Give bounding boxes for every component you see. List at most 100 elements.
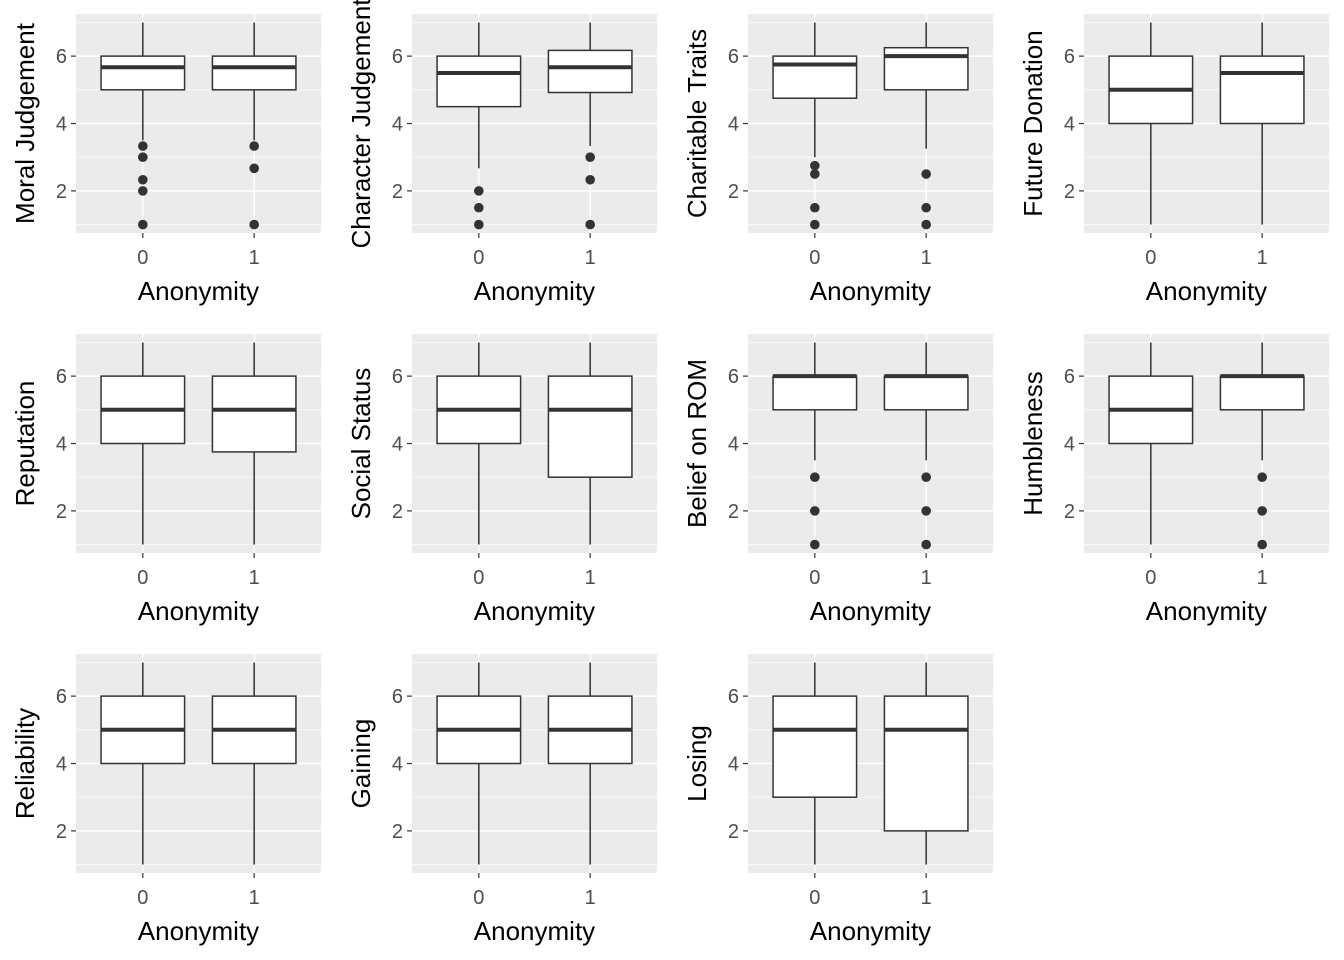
iqr-box	[772, 375, 858, 411]
y-axis-title: Belief on ROM	[682, 359, 712, 528]
x-tick-label: 0	[809, 567, 820, 589]
x-tick-label: 1	[585, 567, 596, 589]
y-tick-label: 6	[728, 366, 739, 388]
y-axis-title: Character Judgement	[346, 0, 376, 249]
outlier-point	[249, 163, 259, 174]
x-tick-label: 1	[249, 887, 260, 909]
outlier-point	[474, 186, 484, 196]
outlier-point	[138, 141, 148, 151]
y-axis-title: Humbleness	[1018, 371, 1048, 516]
x-axis-title: Anonymity	[138, 596, 259, 626]
x-tick-label: 0	[809, 887, 820, 909]
outlier-point	[585, 219, 595, 230]
y-tick-label: 6	[392, 366, 403, 388]
box-anonymity-0	[772, 342, 858, 550]
outlier-point	[585, 152, 595, 162]
panel-gaining: 2 4 6 0 1 Anonymity Gaining	[346, 654, 657, 946]
y-tick-label: 4	[392, 754, 403, 776]
box-anonymity-0	[1108, 22, 1194, 225]
y-tick-label: 4	[1064, 114, 1075, 136]
y-tick-label: 2	[728, 181, 739, 203]
outlier-point	[810, 472, 820, 482]
iqr-box	[772, 695, 858, 798]
x-tick-label: 0	[137, 567, 148, 589]
panel-social-status: 2 4 6 0 1 Anonymity Social Status	[346, 334, 657, 626]
outlier-point	[1257, 472, 1267, 482]
y-axis-title: Losing	[682, 725, 712, 802]
y-tick-label: 2	[728, 501, 739, 523]
y-tick-label: 6	[56, 366, 67, 388]
outlier-point	[138, 152, 148, 162]
iqr-box	[100, 55, 186, 91]
panel-future-donation: 2 4 6 0 1 Anonymity Future Donation	[1018, 14, 1329, 306]
panel-belief-on-rom: 2 4 6 0 1 Anonymity Belief on ROM	[682, 334, 993, 626]
outlier-point	[810, 202, 820, 213]
y-tick-label: 6	[1064, 46, 1075, 68]
outlier-point	[585, 174, 595, 185]
x-axis-title: Anonymity	[138, 916, 259, 946]
x-tick-label: 0	[473, 247, 484, 269]
y-tick-label: 4	[1064, 434, 1075, 456]
y-tick-label: 6	[728, 46, 739, 68]
outlier-point	[810, 219, 820, 230]
y-axis-title: Future Donation	[1018, 30, 1048, 216]
outlier-point	[249, 219, 259, 230]
x-axis-title: Anonymity	[474, 276, 595, 306]
y-tick-label: 2	[56, 821, 67, 843]
x-tick-label: 1	[1257, 567, 1268, 589]
outlier-point	[921, 539, 931, 550]
outlier-point	[810, 160, 820, 171]
y-tick-label: 4	[392, 434, 403, 456]
y-tick-label: 2	[56, 501, 67, 523]
iqr-box	[883, 46, 969, 91]
outlier-point	[921, 472, 931, 482]
x-tick-label: 1	[585, 247, 596, 269]
iqr-box	[883, 695, 969, 832]
box-anonymity-0	[100, 662, 186, 865]
panel-reputation: 2 4 6 0 1 Anonymity Reputation	[10, 334, 321, 626]
outlier-point	[1257, 506, 1267, 516]
outlier-point	[810, 539, 820, 550]
x-tick-label: 0	[137, 247, 148, 269]
box-anonymity-0	[772, 22, 858, 230]
x-axis-title: Anonymity	[474, 916, 595, 946]
y-axis-title: Charitable Traits	[682, 29, 712, 218]
outlier-point	[138, 219, 148, 230]
y-axis-title: Social Status	[346, 368, 376, 520]
x-axis-title: Anonymity	[810, 916, 931, 946]
x-tick-label: 0	[473, 887, 484, 909]
panel-character-judgement: 2 4 6 0 1 Anonymity Character Judgement	[346, 0, 657, 306]
x-tick-label: 0	[809, 247, 820, 269]
iqr-box	[211, 55, 297, 91]
y-tick-label: 6	[56, 686, 67, 708]
box-anonymity-1	[211, 342, 297, 545]
y-tick-label: 2	[1064, 181, 1075, 203]
x-axis-title: Anonymity	[138, 276, 259, 306]
outlier-point	[249, 141, 259, 151]
y-tick-label: 2	[1064, 501, 1075, 523]
box-anonymity-1	[547, 662, 633, 865]
box-anonymity-1	[547, 22, 633, 230]
iqr-box	[436, 55, 522, 108]
box-anonymity-0	[436, 342, 522, 545]
y-tick-label: 6	[392, 686, 403, 708]
iqr-box	[547, 49, 633, 94]
y-tick-label: 2	[392, 181, 403, 203]
outlier-point	[138, 174, 148, 185]
x-axis-title: Anonymity	[474, 596, 595, 626]
outlier-point	[1257, 539, 1267, 550]
y-axis-title: Reputation	[10, 381, 40, 507]
box-anonymity-0	[436, 662, 522, 865]
x-axis-title: Anonymity	[1146, 276, 1267, 306]
y-tick-label: 2	[392, 501, 403, 523]
y-axis-title: Reliability	[10, 708, 40, 819]
panel-humbleness: 2 4 6 0 1 Anonymity Humbleness	[1018, 334, 1329, 626]
x-tick-label: 0	[473, 567, 484, 589]
outlier-point	[474, 219, 484, 230]
x-tick-label: 0	[1145, 247, 1156, 269]
outlier-point	[921, 219, 931, 230]
x-tick-label: 1	[249, 567, 260, 589]
y-axis-title: Moral Judgement	[10, 22, 40, 224]
y-tick-label: 6	[728, 686, 739, 708]
box-anonymity-1	[1219, 342, 1305, 550]
